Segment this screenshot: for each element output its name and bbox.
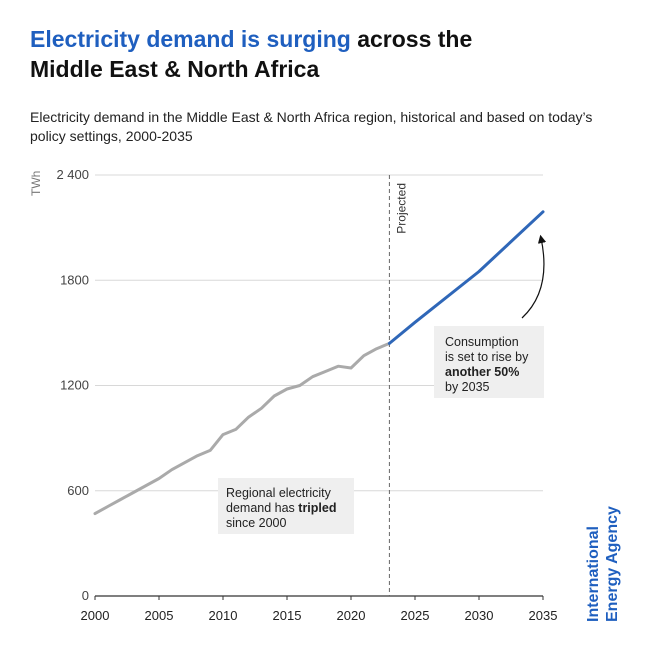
chart-subtitle: Electricity demand in the Middle East & … [30, 109, 593, 144]
annotation-text: since 2000 [226, 516, 287, 530]
y-axis-label: TWh [29, 171, 43, 196]
y-tick-label: 1200 [60, 378, 89, 393]
x-tick-labels: 2000 2005 2010 2015 2020 2025 2030 2035 [81, 596, 558, 623]
chart-title: Electricity demand is surging across the… [30, 24, 630, 84]
annotation-box [434, 326, 544, 398]
x-tick-label: 2000 [81, 608, 110, 623]
x-tick-label: 2035 [529, 608, 558, 623]
annotation-text: demand has tripled [226, 501, 336, 515]
annotation-text: Regional electricity [226, 486, 332, 500]
iea-logo: International Energy Agency [585, 506, 621, 622]
title-highlight: Electricity demand is surging [30, 26, 351, 52]
projected-label: Projected [394, 183, 408, 234]
annotation-text: Consumption [445, 335, 519, 349]
x-tick-label: 2010 [209, 608, 238, 623]
x-tick-label: 2020 [337, 608, 366, 623]
annotation-text: another 50% [445, 365, 519, 379]
title-line-2: Middle East & North Africa [30, 56, 320, 82]
y-tick-label: 600 [67, 483, 89, 498]
series-lines [93, 210, 545, 516]
annotation-box [218, 478, 354, 534]
x-tick-label: 2030 [465, 608, 494, 623]
x-tick-label: 2005 [145, 608, 174, 623]
annotation-text: by 2035 [445, 380, 490, 394]
historical-series-line [93, 341, 391, 516]
y-tick-label: 1800 [60, 272, 89, 287]
brand-line-1: International [585, 526, 602, 622]
y-tick-label: 0 [82, 588, 89, 603]
title-rest: across the [350, 26, 473, 52]
y-tick-labels: 0 600 1200 1800 2 400 [56, 167, 89, 603]
brand-line-2: Energy Agency [604, 506, 621, 622]
y-tick-label: 2 400 [56, 167, 89, 182]
arrow-icon [521, 234, 547, 319]
x-tick-label: 2025 [401, 608, 430, 623]
annotation-text: is set to rise by [445, 350, 529, 364]
x-tick-label: 2015 [273, 608, 302, 623]
projected-series-line [387, 210, 545, 345]
